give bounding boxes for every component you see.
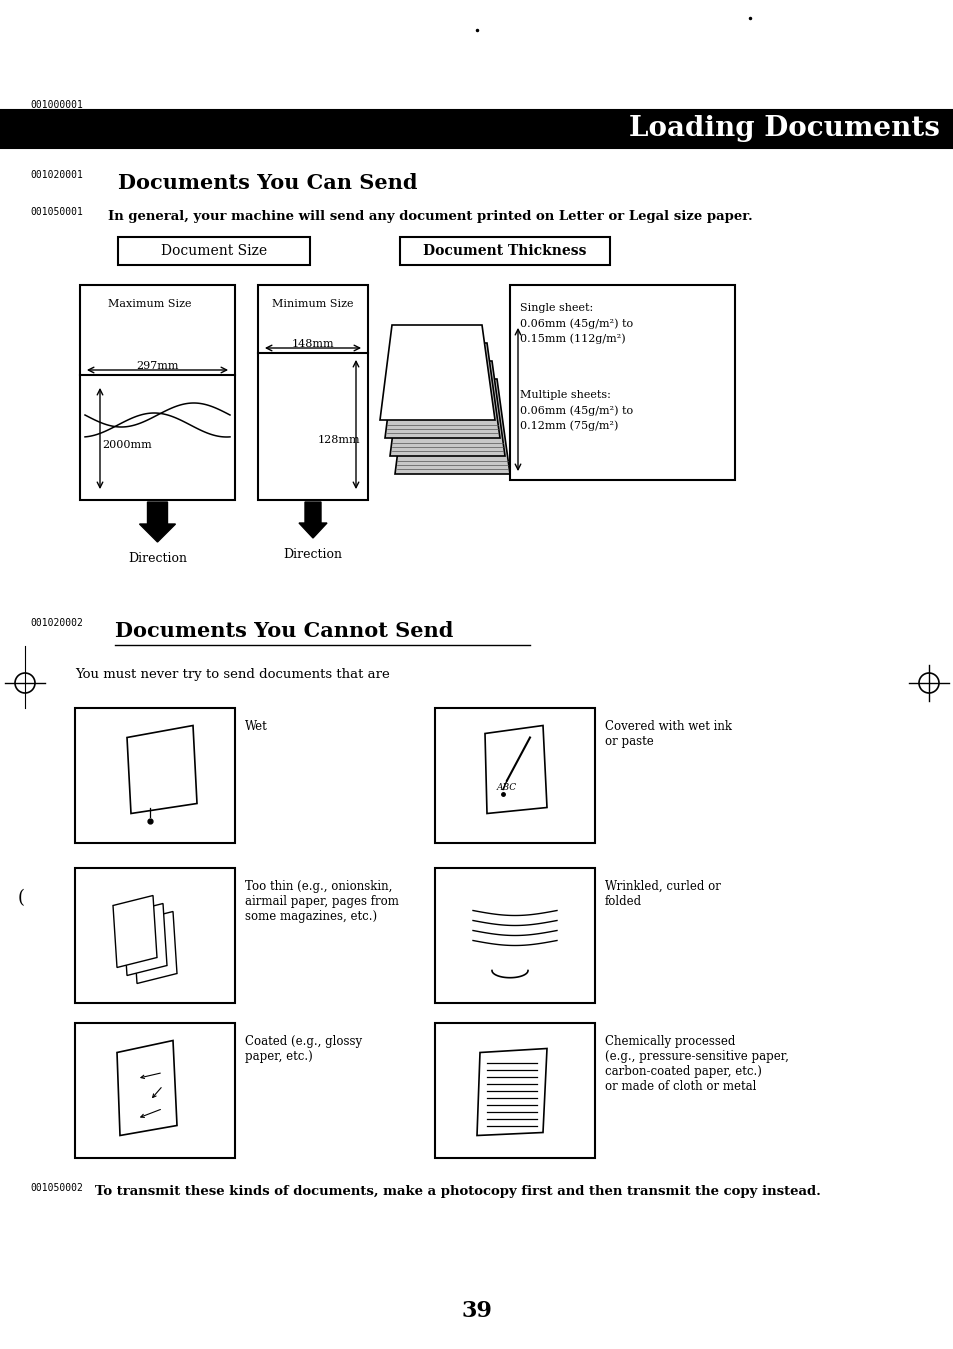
Polygon shape	[132, 912, 177, 983]
Text: Coated (e.g., glossy
paper, etc.): Coated (e.g., glossy paper, etc.)	[245, 1035, 362, 1063]
Text: Minimum Size: Minimum Size	[272, 299, 354, 309]
Bar	[435, 867, 595, 1004]
Text: Documents You Cannot Send: Documents You Cannot Send	[115, 621, 453, 641]
Polygon shape	[379, 325, 495, 420]
Polygon shape	[476, 1048, 546, 1136]
Text: Too thin (e.g., onionskin,
airmail paper, pages from
some magazines, etc.): Too thin (e.g., onionskin, airmail paper…	[245, 880, 398, 923]
Text: Chemically processed
(e.g., pressure-sensitive paper,
carbon-coated paper, etc.): Chemically processed (e.g., pressure-sen…	[604, 1035, 788, 1093]
FancyArrow shape	[298, 502, 327, 538]
Bar	[80, 285, 234, 500]
Text: Direction: Direction	[283, 548, 342, 561]
Bar	[435, 708, 595, 843]
Bar	[75, 708, 234, 843]
Text: 001020001: 001020001	[30, 170, 83, 179]
Text: Documents You Can Send: Documents You Can Send	[118, 173, 417, 193]
Text: Document Thickness: Document Thickness	[423, 244, 586, 258]
Text: 148mm: 148mm	[292, 339, 334, 349]
Bar	[75, 1023, 234, 1157]
Polygon shape	[117, 1040, 177, 1136]
Text: (: (	[18, 889, 25, 907]
Polygon shape	[390, 362, 504, 456]
Text: In general, your machine will send any document printed on Letter or Legal size : In general, your machine will send any d…	[108, 210, 752, 223]
Bar	[118, 237, 310, 264]
Bar	[435, 1023, 595, 1157]
Text: ABC: ABC	[497, 784, 517, 792]
Bar	[75, 867, 234, 1004]
Text: Maximum Size: Maximum Size	[108, 299, 191, 309]
Text: To transmit these kinds of documents, make a photocopy first and then transmit t: To transmit these kinds of documents, ma…	[95, 1184, 820, 1198]
Polygon shape	[112, 896, 157, 967]
Text: 001000001: 001000001	[30, 100, 83, 111]
Text: 001020002: 001020002	[30, 618, 83, 629]
Text: 001050002: 001050002	[30, 1183, 83, 1193]
Text: Single sheet:
0.06mm (45g/m²) to
0.15mm (112g/m²): Single sheet: 0.06mm (45g/m²) to 0.15mm …	[519, 304, 633, 344]
Text: 128mm: 128mm	[317, 434, 360, 445]
Bar	[510, 285, 734, 480]
Text: 297mm: 297mm	[136, 362, 178, 371]
Text: 39: 39	[461, 1300, 492, 1322]
Polygon shape	[123, 904, 167, 975]
Polygon shape	[127, 726, 196, 813]
FancyArrow shape	[139, 502, 175, 542]
Polygon shape	[395, 379, 510, 473]
Polygon shape	[385, 343, 499, 438]
Text: 2000mm: 2000mm	[102, 440, 152, 451]
Text: 001050001: 001050001	[30, 206, 83, 217]
Text: Wrinkled, curled or
folded: Wrinkled, curled or folded	[604, 880, 720, 908]
Bar	[399, 237, 609, 264]
Text: Loading Documents: Loading Documents	[628, 116, 939, 143]
Polygon shape	[484, 726, 546, 813]
Text: Direction: Direction	[128, 552, 187, 565]
Text: Covered with wet ink
or paste: Covered with wet ink or paste	[604, 720, 731, 747]
Text: You must never try to send documents that are: You must never try to send documents tha…	[75, 668, 390, 681]
Bar	[0, 111, 953, 148]
Bar	[257, 285, 368, 500]
Text: Multiple sheets:
0.06mm (45g/m²) to
0.12mm (75g/m²): Multiple sheets: 0.06mm (45g/m²) to 0.12…	[519, 390, 633, 432]
Text: Document Size: Document Size	[161, 244, 267, 258]
Text: Wet: Wet	[245, 720, 268, 733]
